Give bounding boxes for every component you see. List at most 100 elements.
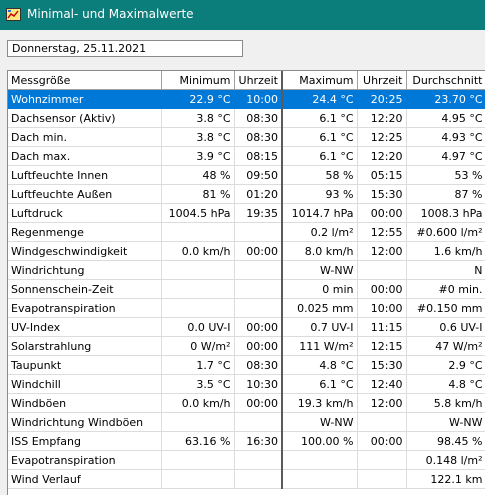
table-row[interactable]: Windböen 0.0 km/h 00:00 19.3 km/h 12:00 5.8 k… — [8, 393, 485, 413]
cell-max-time: 12:40 — [357, 374, 407, 394]
table-row[interactable]: UV-Index 0.0 UV-I 00:00 0.7 UV-I 11:15 0.6 UV… — [8, 317, 485, 337]
table-row[interactable]: Dach max. 3.9 °C 08:15 6.1 °C 12:20 4.97 °C — [8, 146, 485, 166]
cell-maximum: W-NW — [282, 260, 358, 280]
table-row[interactable]: Solarstrahlung 0 W/m² 00:00 111 W/m² 12:15 47… — [8, 336, 485, 356]
cell-maximum: 0.025 mm — [282, 298, 358, 318]
cell-measure: Dach max. — [8, 146, 162, 166]
table-row[interactable]: Dachsensor (Aktiv) 3.8 °C 08:30 6.1 °C 12:20… — [8, 108, 485, 128]
cell-average: 4.93 °C — [406, 127, 485, 147]
table-row[interactable]: Dach min. 3.8 °C 08:30 6.1 °C 12:25 4.93 °C — [8, 127, 485, 147]
cell-max-time: 12:20 — [357, 108, 407, 128]
cell-maximum: 100.00 % — [282, 431, 358, 451]
table-row[interactable]: Wohnzimmer 22.9 °C 10:00 24.4 °C 20:25 23.70 … — [8, 89, 485, 109]
column-header-average[interactable]: Durchschnitt — [406, 71, 485, 90]
cell-average: 5.8 km/h — [406, 393, 485, 413]
cell-minimum: 3.5 °C — [161, 374, 235, 394]
column-header-min-time[interactable]: Uhrzeit — [234, 71, 283, 90]
column-header-minimum[interactable]: Minimum — [161, 71, 235, 90]
app-icon[interactable] — [6, 8, 21, 21]
cell-minimum — [161, 469, 235, 489]
title-bar[interactable]: Minimal- und Maximalwerte — [0, 0, 485, 30]
table-row[interactable]: Taupunkt 1.7 °C 08:30 4.8 °C 15:30 2.9 °C — [8, 355, 485, 375]
table-row[interactable]: Regenmenge 0.2 l/m² 12:55 #0.600 l/m² — [8, 222, 485, 242]
cell-measure: Luftfeuchte Innen — [8, 165, 162, 185]
cell-maximum: 6.1 °C — [282, 108, 358, 128]
cell-max-time: 10:00 — [357, 298, 407, 318]
date-field[interactable]: Donnerstag, 25.11.2021 — [7, 40, 243, 57]
cell-measure: Sonnenschein-Zeit — [8, 279, 162, 299]
cell-max-time: 12:25 — [357, 127, 407, 147]
cell-maximum: 93 % — [282, 184, 358, 204]
cell-min-time: 10:30 — [234, 374, 283, 394]
column-header-measure[interactable]: Messgröße — [8, 71, 162, 90]
cell-min-time: 08:30 — [234, 355, 283, 375]
cell-max-time — [357, 412, 407, 432]
cell-min-time: 00:00 — [234, 393, 283, 413]
cell-minimum: 3.8 °C — [161, 127, 235, 147]
cell-minimum: 1.7 °C — [161, 355, 235, 375]
table-header-row: Messgröße Minimum Uhrzeit Maximum Uhrzei… — [8, 71, 485, 90]
cell-measure: Wohnzimmer — [8, 89, 162, 109]
cell-average: 87 % — [406, 184, 485, 204]
table-row[interactable]: Wind Verlauf 122.1 km — [8, 469, 485, 489]
table-row[interactable]: Sonnenschein-Zeit 0 min 00:00 #0 min. — [8, 279, 485, 299]
cell-min-time — [234, 469, 283, 489]
cell-maximum: 0.2 l/m² — [282, 222, 358, 242]
cell-min-time: 08:30 — [234, 108, 283, 128]
cell-measure: Evapotranspiration — [8, 450, 162, 470]
cell-max-time: 12:20 — [357, 146, 407, 166]
table-row[interactable]: Luftdruck 1004.5 hPa 19:35 1014.7 hPa 00:00 1… — [8, 203, 485, 223]
cell-minimum: 3.9 °C — [161, 146, 235, 166]
cell-measure: Windgeschwindigkeit — [8, 241, 162, 261]
cell-average: W-NW — [406, 412, 485, 432]
cell-min-time: 00:00 — [234, 241, 283, 261]
cell-measure: Evapotranspiration — [8, 298, 162, 318]
cell-minimum — [161, 450, 235, 470]
cell-measure: Regenmenge — [8, 222, 162, 242]
window-title: Minimal- und Maximalwerte — [27, 7, 194, 21]
cell-minimum: 0.0 UV-I — [161, 317, 235, 337]
cell-minimum: 3.8 °C — [161, 108, 235, 128]
table-row[interactable]: Evapotranspiration 0.148 l/m² — [8, 450, 485, 470]
cell-maximum: 0.7 UV-I — [282, 317, 358, 337]
cell-min-time — [234, 412, 283, 432]
cell-minimum: 0 W/m² — [161, 336, 235, 356]
cell-minimum: 22.9 °C — [161, 89, 235, 109]
cell-average: 1008.3 hPa — [406, 203, 485, 223]
cell-max-time: 00:00 — [357, 431, 407, 451]
cell-minimum: 63.16 % — [161, 431, 235, 451]
cell-max-time: 12:15 — [357, 336, 407, 356]
cell-average: 0.148 l/m² — [406, 450, 485, 470]
cell-minimum — [161, 260, 235, 280]
cell-minimum: 0.0 km/h — [161, 241, 235, 261]
table-row[interactable]: Windchill 3.5 °C 10:30 6.1 °C 12:40 4.8 °C — [8, 374, 485, 394]
column-header-max-time[interactable]: Uhrzeit — [357, 71, 407, 90]
cell-average: 4.97 °C — [406, 146, 485, 166]
cell-average: #0.150 mm — [406, 298, 485, 318]
cell-measure: UV-Index — [8, 317, 162, 337]
cell-max-time: 15:30 — [357, 184, 407, 204]
table-row[interactable]: ISS Empfang 63.16 % 16:30 100.00 % 00:00 98.4… — [8, 431, 485, 451]
cell-measure: Windrichtung — [8, 260, 162, 280]
cell-min-time: 00:00 — [234, 336, 283, 356]
cell-maximum: 6.1 °C — [282, 127, 358, 147]
table-row[interactable]: Windrichtung W-NW N — [8, 260, 485, 280]
column-header-maximum[interactable]: Maximum — [282, 71, 358, 90]
cell-min-time — [234, 260, 283, 280]
table-row[interactable]: Luftfeuchte Innen 48 % 09:50 58 % 05:15 53 % — [8, 165, 485, 185]
cell-max-time: 11:15 — [357, 317, 407, 337]
cell-average: 4.95 °C — [406, 108, 485, 128]
cell-min-time: 09:50 — [234, 165, 283, 185]
table-row[interactable]: Evapotranspiration 0.025 mm 10:00 #0.150 mm — [8, 298, 485, 318]
cell-average: #0.600 l/m² — [406, 222, 485, 242]
cell-average: N — [406, 260, 485, 280]
cell-maximum: 0 min — [282, 279, 358, 299]
cell-min-time: 16:30 — [234, 431, 283, 451]
cell-maximum: 111 W/m² — [282, 336, 358, 356]
table-row[interactable]: Windrichtung Windböen W-NW W-NW — [8, 412, 485, 432]
cell-maximum: 4.8 °C — [282, 355, 358, 375]
cell-max-time: 12:55 — [357, 222, 407, 242]
cell-max-time — [357, 469, 407, 489]
table-row[interactable]: Luftfeuchte Außen 81 % 01:20 93 % 15:30 87 % — [8, 184, 485, 204]
table-row[interactable]: Windgeschwindigkeit 0.0 km/h 00:00 8.0 km/h… — [8, 241, 485, 261]
